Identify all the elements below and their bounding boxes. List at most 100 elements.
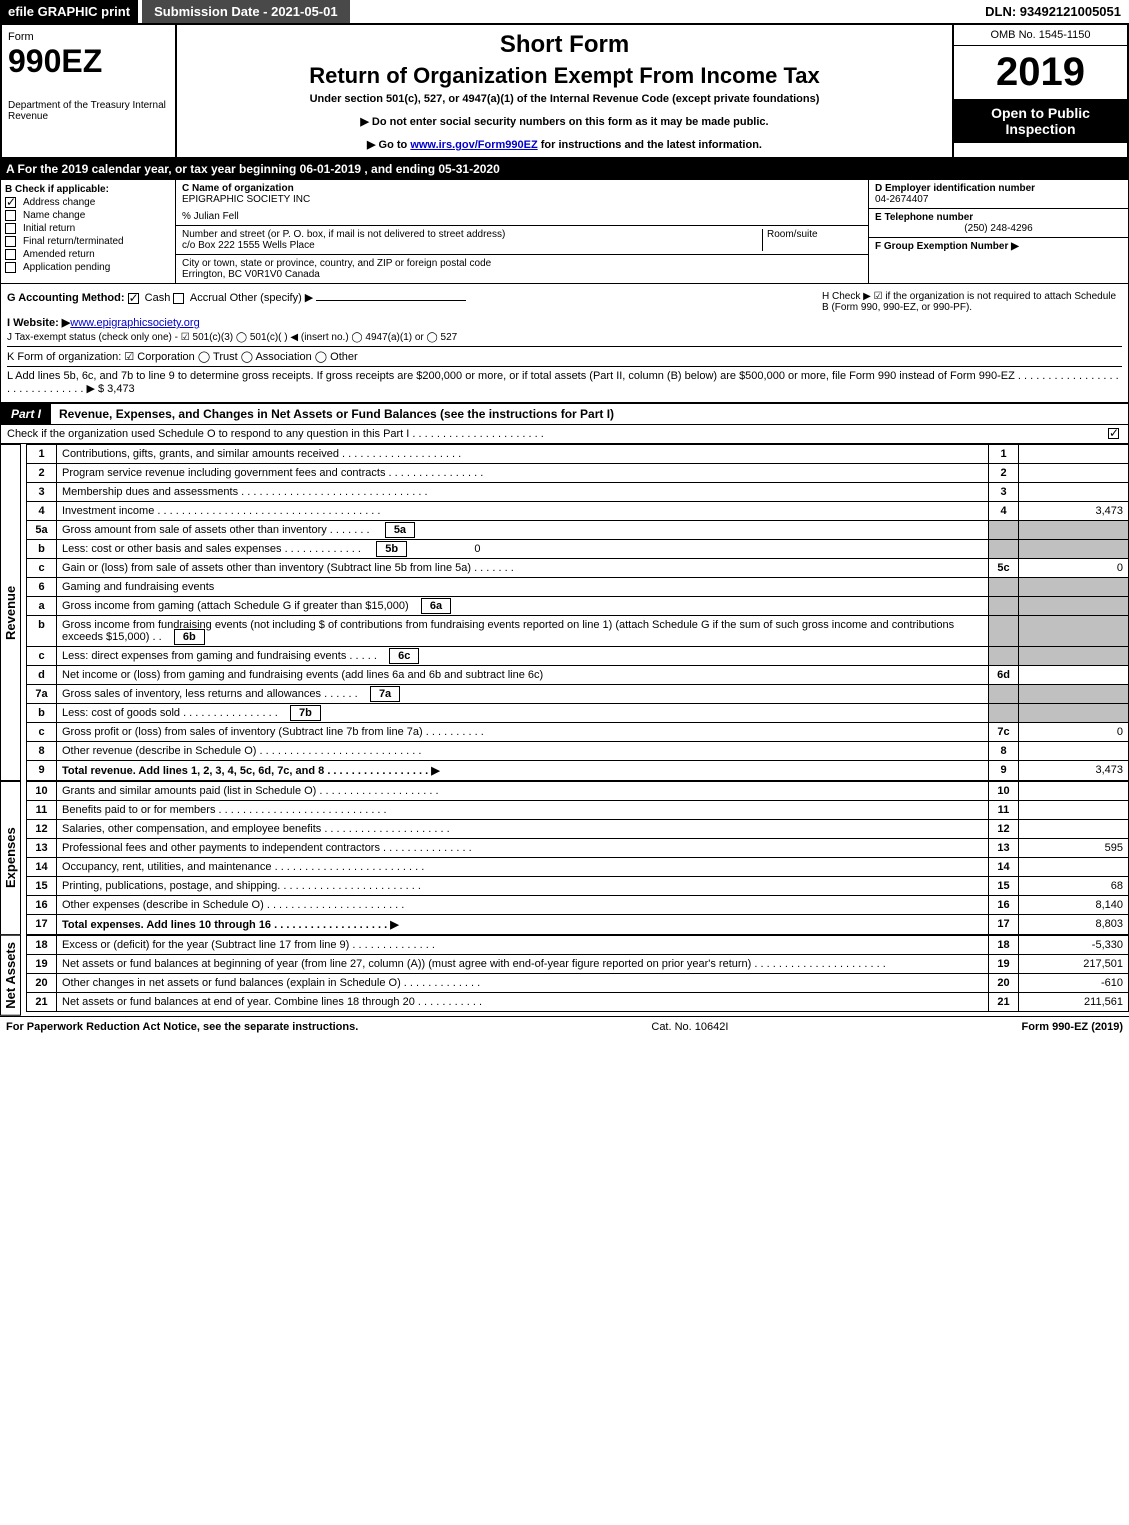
- table-row: 20Other changes in net assets or fund ba…: [27, 974, 1129, 993]
- checkbox-icon: [173, 293, 184, 304]
- table-row: 10Grants and similar amounts paid (list …: [27, 782, 1129, 801]
- revenue-table: 1Contributions, gifts, grants, and simil…: [26, 444, 1129, 781]
- care-of: % Julian Fell: [182, 211, 862, 222]
- checkbox-icon: [5, 197, 16, 208]
- form-word: Form: [8, 31, 169, 43]
- box-b: B Check if applicable: Address change Na…: [1, 180, 176, 283]
- table-row: 14Occupancy, rent, utilities, and mainte…: [27, 858, 1129, 877]
- table-row: 5aGross amount from sale of assets other…: [27, 521, 1129, 540]
- revenue-section: Revenue 1Contributions, gifts, grants, a…: [0, 444, 1129, 781]
- i-label: I Website: ▶: [7, 317, 70, 329]
- cb-app-pending[interactable]: Application pending: [5, 262, 171, 273]
- cb-amended-return[interactable]: Amended return: [5, 249, 171, 260]
- phone-row: E Telephone number (250) 248-4296: [869, 209, 1128, 238]
- table-row: cLess: direct expenses from gaming and f…: [27, 647, 1129, 666]
- table-row: bGross income from fundraising events (n…: [27, 616, 1129, 647]
- table-row: bLess: cost or other basis and sales exp…: [27, 540, 1129, 559]
- note-post: for instructions and the latest informat…: [538, 139, 762, 151]
- line-i: I Website: ▶www.epigraphicsociety.org: [7, 316, 1122, 329]
- table-row: 11Benefits paid to or for members . . . …: [27, 801, 1129, 820]
- checkbox-icon: [1108, 428, 1119, 439]
- line-g-h: G Accounting Method: Cash Accrual Other …: [7, 291, 1122, 313]
- sub-info: G Accounting Method: Cash Accrual Other …: [0, 284, 1129, 403]
- h-text: H Check ▶ ☑ if the organization is not r…: [822, 291, 1122, 313]
- city-row: City or town, state or province, country…: [176, 255, 868, 283]
- table-row: 4Investment income . . . . . . . . . . .…: [27, 502, 1129, 521]
- checkbox-icon: [128, 293, 139, 304]
- phone-label: E Telephone number: [875, 212, 1122, 223]
- table-row: 17Total expenses. Add lines 10 through 1…: [27, 915, 1129, 935]
- org-name: EPIGRAPHIC SOCIETY INC: [182, 194, 862, 205]
- checkbox-icon: [5, 210, 16, 221]
- header-left: Form 990EZ Department of the Treasury In…: [2, 25, 177, 157]
- cb-final-return[interactable]: Final return/terminated: [5, 236, 171, 247]
- box-d: D Employer identification number 04-2674…: [868, 180, 1128, 283]
- header-center: Short Form Return of Organization Exempt…: [177, 25, 952, 157]
- expenses-section: Expenses 10Grants and similar amounts pa…: [0, 781, 1129, 935]
- submission-date: Submission Date - 2021-05-01: [142, 0, 350, 23]
- ein-value: 04-2674407: [875, 194, 1122, 205]
- table-row: 8Other revenue (describe in Schedule O) …: [27, 742, 1129, 761]
- line-k: K Form of organization: ☑ Corporation ◯ …: [7, 346, 1122, 363]
- phone-value: (250) 248-4296: [875, 223, 1122, 234]
- table-row: 13Professional fees and other payments t…: [27, 839, 1129, 858]
- name-label: C Name of organization: [182, 183, 862, 194]
- org-name-row: C Name of organization EPIGRAPHIC SOCIET…: [176, 180, 868, 226]
- box-b-header: B Check if applicable:: [5, 184, 171, 195]
- city-label: City or town, state or province, country…: [182, 258, 862, 269]
- table-row: cGain or (loss) from sale of assets othe…: [27, 559, 1129, 578]
- table-row: 19Net assets or fund balances at beginni…: [27, 955, 1129, 974]
- period-bar: A For the 2019 calendar year, or tax yea…: [0, 159, 1129, 179]
- website-link[interactable]: www.epigraphicsociety.org: [70, 317, 199, 329]
- form-title: Return of Organization Exempt From Incom…: [183, 63, 946, 89]
- revenue-label: Revenue: [0, 444, 21, 781]
- room-label: Room/suite: [762, 229, 862, 251]
- table-row: 3Membership dues and assessments . . . .…: [27, 483, 1129, 502]
- line-l: L Add lines 5b, 6c, and 7b to line 9 to …: [7, 366, 1122, 395]
- note-pre: ▶ Go to: [367, 139, 410, 151]
- box-c: C Name of organization EPIGRAPHIC SOCIET…: [176, 180, 868, 283]
- short-form-label: Short Form: [183, 31, 946, 59]
- table-row: 9Total revenue. Add lines 1, 2, 3, 4, 5c…: [27, 761, 1129, 781]
- form-subtitle: Under section 501(c), 527, or 4947(a)(1)…: [183, 93, 946, 105]
- department-label: Department of the Treasury Internal Reve…: [8, 100, 169, 122]
- table-row: bLess: cost of goods sold . . . . . . . …: [27, 704, 1129, 723]
- netassets-section: Net Assets 18Excess or (deficit) for the…: [0, 935, 1129, 1016]
- expenses-label: Expenses: [0, 781, 21, 935]
- line-j: J Tax-exempt status (check only one) - ☑…: [7, 332, 1122, 343]
- part1-check-row: Check if the organization used Schedule …: [0, 425, 1129, 444]
- ein-row: D Employer identification number 04-2674…: [869, 180, 1128, 209]
- table-row: 7aGross sales of inventory, less returns…: [27, 685, 1129, 704]
- checkbox-icon: [5, 223, 16, 234]
- dln-label: DLN: 93492121005051: [977, 0, 1129, 23]
- irs-link[interactable]: www.irs.gov/Form990EZ: [410, 139, 537, 151]
- efile-label: efile GRAPHIC print: [0, 0, 138, 23]
- part1-check-text: Check if the organization used Schedule …: [7, 428, 1108, 440]
- part1-header: Part I Revenue, Expenses, and Changes in…: [0, 403, 1129, 425]
- expenses-table: 10Grants and similar amounts paid (list …: [26, 781, 1129, 935]
- cb-name-change[interactable]: Name change: [5, 210, 171, 221]
- table-row: 2Program service revenue including gover…: [27, 464, 1129, 483]
- part1-title: Revenue, Expenses, and Changes in Net As…: [51, 404, 622, 424]
- form-number: 990EZ: [8, 43, 169, 80]
- tax-year: 2019: [954, 46, 1127, 99]
- checkbox-icon: [5, 236, 16, 247]
- cb-initial-return[interactable]: Initial return: [5, 223, 171, 234]
- group-label: F Group Exemption Number ▶: [875, 241, 1122, 252]
- info-grid: B Check if applicable: Address change Na…: [0, 179, 1129, 284]
- omb-number: OMB No. 1545-1150: [954, 25, 1127, 46]
- city-value: Errington, BC V0R1V0 Canada: [182, 269, 862, 280]
- table-row: 21Net assets or fund balances at end of …: [27, 993, 1129, 1012]
- footer-cat: Cat. No. 10642I: [651, 1021, 728, 1033]
- footer-left: For Paperwork Reduction Act Notice, see …: [6, 1021, 358, 1033]
- table-row: 6Gaming and fundraising events: [27, 578, 1129, 597]
- netassets-label: Net Assets: [0, 935, 21, 1016]
- netassets-table: 18Excess or (deficit) for the year (Subt…: [26, 935, 1129, 1012]
- page-footer: For Paperwork Reduction Act Notice, see …: [0, 1016, 1129, 1037]
- cb-address-change[interactable]: Address change: [5, 197, 171, 208]
- header-right: OMB No. 1545-1150 2019 Open to Public In…: [952, 25, 1127, 157]
- footer-form: Form 990-EZ (2019): [1022, 1021, 1123, 1033]
- street-row: Number and street (or P. O. box, if mail…: [176, 226, 868, 255]
- table-row: aGross income from gaming (attach Schedu…: [27, 597, 1129, 616]
- table-row: 1Contributions, gifts, grants, and simil…: [27, 445, 1129, 464]
